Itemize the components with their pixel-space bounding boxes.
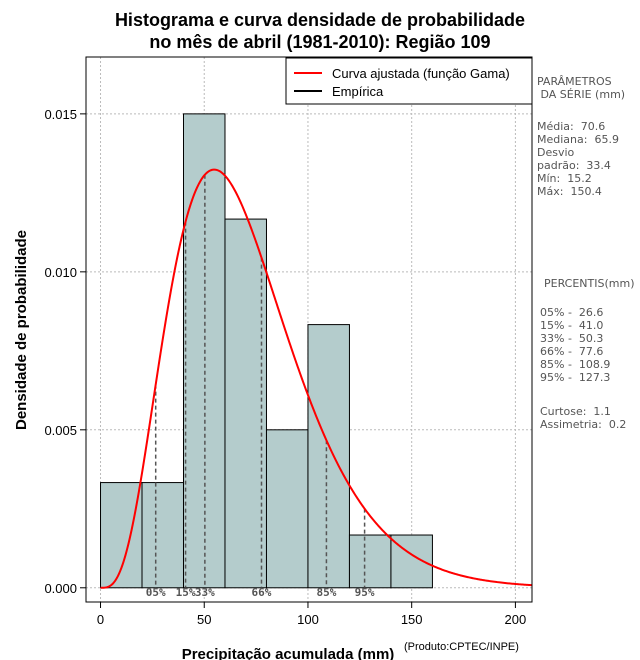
percentile-label: 85%: [316, 586, 336, 599]
x-tick-label: 100: [297, 612, 319, 627]
percentile-label: 95%: [355, 586, 375, 599]
histogram-bar: [224, 218, 267, 589]
y-tick-label: 0.010: [44, 265, 77, 280]
histogram-bar: [265, 429, 309, 589]
histogram-bar: [141, 482, 184, 589]
x-tick-label: 150: [401, 612, 423, 627]
histogram-bar: [100, 482, 143, 589]
gamma-curve: [100, 168, 533, 589]
x-tick-label: 50: [197, 612, 211, 627]
histogram-bar: [348, 534, 392, 589]
legend-label-empirical: Empírica: [332, 84, 384, 99]
y-tick-label: 0.005: [44, 423, 77, 438]
legend-box: [285, 57, 533, 105]
y-axis: 0.000 0.005 0.010 0.015: [44, 107, 86, 596]
y-axis-label: Densidade de probabilidade: [13, 230, 30, 430]
legend: Curva ajustada (função Gama) Empírica: [285, 57, 533, 105]
percentile-labels: 05% 15% 33% 66% 85% 95%: [146, 586, 375, 599]
chart-title-line2: no mês de abril (1981-2010): Região 109: [149, 32, 491, 52]
percentis-title: PERCENTIS(mm): [544, 277, 635, 290]
percentile-lines: [154, 174, 366, 588]
y-tick-label: 0.015: [44, 107, 77, 122]
percentile-label: 15%: [176, 586, 196, 599]
percentile-label: 33%: [195, 586, 215, 599]
chart-title-line1: Histograma e curva densidade de probabil…: [114, 10, 526, 30]
credit-text: (Produto:CPTEC/INPE): [404, 641, 519, 653]
x-axis: 0 50 100 150 200: [97, 602, 526, 627]
params-values: Média: 70.6 Mediana: 65.9 Desvio padrão:…: [537, 120, 619, 198]
x-tick-label: 200: [505, 612, 527, 627]
histogram-bar: [307, 324, 350, 589]
y-tick-label: 0.000: [44, 581, 77, 596]
percentis-values: 05% - 26.6 15% - 41.0 33% - 50.3 66% - 7…: [540, 306, 611, 384]
histogram-bars: [100, 113, 433, 589]
shape-stats: Curtose: 1.1 Assimetria: 0.2: [540, 405, 627, 431]
params-title: PARÂMETROS DA SÉRIE (mm): [537, 75, 626, 101]
plot-frame: [85, 56, 533, 603]
x-tick-label: 0: [97, 612, 104, 627]
percentile-label: 05%: [146, 586, 166, 599]
x-axis-label: Precipitação acumulada (mm): [182, 646, 395, 660]
legend-label-fitted: Curva ajustada (função Gama): [332, 66, 510, 81]
percentile-label: 66%: [252, 586, 272, 599]
